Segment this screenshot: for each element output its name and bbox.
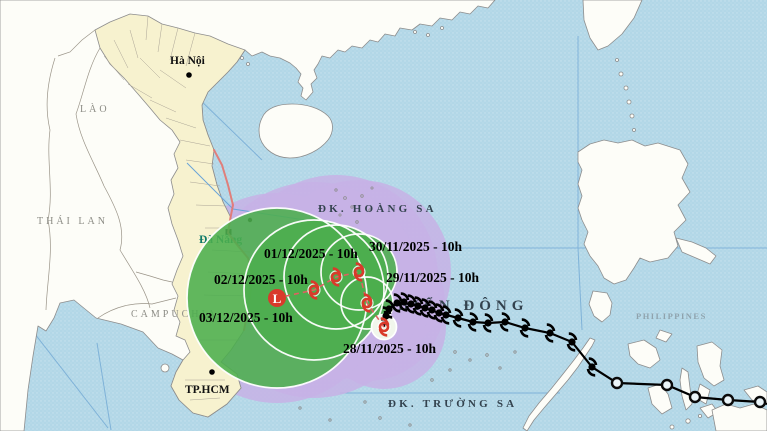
forecast-label-01-12: 01/12/2025 - 10h: [264, 246, 358, 261]
sea-label-truong-sa: ĐK. TRƯỜNG SA: [388, 398, 517, 410]
hanoi-city-dot: [186, 72, 192, 78]
danger-zone-circle-outlines: [186, 207, 398, 389]
low-pressure-marker: L: [268, 289, 286, 307]
maritime-boundary-lines: [1, 36, 767, 431]
city-label-hanoi: Hà Nội: [170, 55, 206, 67]
phu-quoc-island: [160, 363, 170, 373]
forecast-label-03-12: 03/12/2025 - 10h: [199, 310, 293, 325]
forecast-label-30-11: 30/11/2025 - 10h: [369, 239, 463, 254]
hcmc-city-dot: [209, 369, 215, 375]
sea-label-philippines: PHILIPPINES: [636, 311, 707, 321]
country-label-thailand: THÁI LAN: [37, 215, 108, 227]
masbate-island: [655, 329, 673, 343]
forecast-track-line: [276, 271, 385, 328]
samar-island: [696, 341, 725, 387]
sea-label-hoang-sa: ĐK. HOÀNG SA: [318, 203, 437, 215]
city-label-hcmc: TP.HCM: [185, 384, 230, 396]
forecast-label-02-12: 02/12/2025 - 10h: [214, 272, 308, 287]
mindoro-island: [588, 290, 613, 323]
hainan-island: [258, 103, 333, 159]
country-borders: [45, 29, 177, 319]
luzon-island: [577, 139, 691, 285]
palawan-island: [522, 337, 596, 431]
low-pressure-symbol: L: [273, 291, 282, 306]
cebu-island: [679, 367, 693, 411]
country-label-lao: LÀO: [80, 103, 110, 115]
panay-island: [627, 339, 661, 369]
country-label-cambodia: CAMPUCHIA: [131, 309, 218, 320]
reef-specks: [298, 186, 517, 427]
current-position-label: 28/11/2025 - 10h: [343, 341, 437, 356]
bicol-peninsula: [675, 237, 717, 265]
forecast-label-29-11: 29/11/2025 - 10h: [386, 270, 480, 285]
taiwan-island: [582, 0, 643, 51]
